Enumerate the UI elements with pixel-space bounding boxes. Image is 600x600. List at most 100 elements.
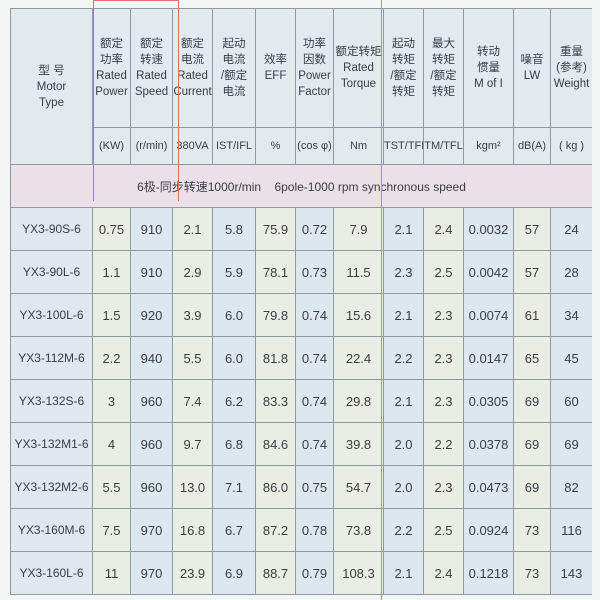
value-cell: 24 <box>550 207 592 251</box>
header-text: 转矩 <box>432 54 455 66</box>
header-text: 功率 <box>100 54 123 66</box>
model-cell: YX3-160M-6 <box>10 508 93 552</box>
unit-cell: dB(A) <box>513 127 551 165</box>
value-cell: 3.9 <box>172 293 213 337</box>
header-text: /额定 <box>390 70 417 82</box>
header-text: 额定 <box>100 38 123 50</box>
value-cell: 6.9 <box>212 551 256 595</box>
value-cell: 0.0032 <box>463 207 514 251</box>
value-cell: 0.74 <box>295 293 334 337</box>
header-text: 电流 <box>222 54 246 66</box>
header-text: 额定转矩 <box>335 46 382 58</box>
header-text: 起动 <box>392 38 415 50</box>
header-text: Rated <box>343 62 374 74</box>
value-cell: 11 <box>92 551 131 595</box>
value-cell: 2.1 <box>383 551 424 595</box>
unit-cell: Nm <box>333 127 384 165</box>
header-cell: 功率 因数 Power Factor <box>295 8 334 128</box>
value-cell: 78.1 <box>255 250 296 294</box>
model-cell: YX3-132M2-6 <box>10 465 93 509</box>
header-text: LW <box>523 70 541 82</box>
data-row: YX3-90L-6 1.1 910 2.9 5.9 78.1 0.73 11.5 2.3 2.5 0… <box>10 250 592 294</box>
header-text: 起动 <box>222 38 246 50</box>
value-cell: 7.1 <box>212 465 256 509</box>
header-text: 惯量 <box>477 62 500 74</box>
header-text: Torque <box>340 78 377 90</box>
header-text: 电流 <box>222 86 246 98</box>
value-cell: 82 <box>550 465 592 509</box>
value-cell: 143 <box>550 551 592 595</box>
header-text: Power <box>95 86 128 98</box>
header-text: 转动 <box>477 46 500 58</box>
value-cell: 0.75 <box>92 207 131 251</box>
value-cell: 11.5 <box>333 250 384 294</box>
header-cell: 噪音 LW <box>513 8 551 128</box>
value-cell: 0.0305 <box>463 379 514 423</box>
header-text: 最大 <box>432 38 455 50</box>
value-cell: 69 <box>513 422 551 466</box>
data-row: YX3-100L-6 1.5 920 3.9 6.0 79.8 0.74 15.6 2.1 2.3… <box>10 293 592 337</box>
header-text: 效率 <box>264 54 287 66</box>
model-cell: YX3-90L-6 <box>10 250 93 294</box>
value-cell: 5.8 <box>212 207 256 251</box>
value-cell: 6.8 <box>212 422 256 466</box>
value-cell: 9.7 <box>172 422 213 466</box>
header-text: 因数 <box>303 54 326 66</box>
value-cell: 970 <box>130 551 173 595</box>
value-cell: 88.7 <box>255 551 296 595</box>
value-cell: 57 <box>513 250 551 294</box>
header-text: 电流 <box>181 54 204 66</box>
value-cell: 29.8 <box>333 379 384 423</box>
value-cell: 15.6 <box>333 293 384 337</box>
header-text: 型 号 <box>38 64 65 77</box>
value-cell: 5.5 <box>172 336 213 380</box>
value-cell: 87.2 <box>255 508 296 552</box>
value-cell: 4 <box>92 422 131 466</box>
value-cell: 3 <box>92 379 131 423</box>
value-cell: 2.1 <box>383 379 424 423</box>
value-cell: 7.4 <box>172 379 213 423</box>
value-cell: 0.79 <box>295 551 334 595</box>
value-cell: 0.0147 <box>463 336 514 380</box>
value-cell: 81.8 <box>255 336 296 380</box>
unit-cell: ( kg ) <box>550 127 592 165</box>
header-row: 型 号 Motor Type 额定 功率 Rated Power 额定 转速 Rated Speed… <box>10 8 592 165</box>
value-cell: 69 <box>513 379 551 423</box>
spec-sheet: 型 号 Motor Type 额定 功率 Rated Power 额定 转速 Rated Speed… <box>10 8 592 600</box>
value-cell: 2.5 <box>423 250 464 294</box>
value-cell: 910 <box>130 207 173 251</box>
unit-cell: TST/TFL <box>383 127 424 165</box>
value-cell: 0.1218 <box>463 551 514 595</box>
value-cell: 2.2 <box>383 336 424 380</box>
unit-cell: (r/min) <box>130 127 173 165</box>
model-cell: YX3-132M1-6 <box>10 422 93 466</box>
unit-cell: IST/IFL <box>212 127 256 165</box>
value-cell: 2.5 <box>423 508 464 552</box>
header-text: 功率 <box>303 38 326 50</box>
value-cell: 60 <box>550 379 592 423</box>
value-cell: 2.1 <box>383 207 424 251</box>
unit-cell: (KW) <box>92 127 131 165</box>
value-cell: 2.1 <box>383 293 424 337</box>
model-cell: YX3-132S-6 <box>10 379 93 423</box>
value-cell: 22.4 <box>333 336 384 380</box>
value-cell: 39.8 <box>333 422 384 466</box>
value-cell: 2.2 <box>92 336 131 380</box>
value-cell: 7.5 <box>92 508 131 552</box>
value-cell: 2.4 <box>423 551 464 595</box>
value-cell: 970 <box>130 508 173 552</box>
header-text: 转矩 <box>392 54 415 66</box>
value-cell: 13.0 <box>172 465 213 509</box>
header-text: 额定 <box>181 38 204 50</box>
header-cell: 额定转矩 Rated Torque <box>333 8 384 128</box>
value-cell: 2.3 <box>423 465 464 509</box>
header-text: /额定 <box>220 70 248 82</box>
header-text: (参考) <box>556 62 587 74</box>
value-cell: 116 <box>550 508 592 552</box>
unit-cell: TM/TFL <box>423 127 464 165</box>
value-cell: 28 <box>550 250 592 294</box>
unit-cell: (cos φ) <box>295 127 334 165</box>
value-cell: 2.1 <box>172 207 213 251</box>
value-cell: 1.1 <box>92 250 131 294</box>
